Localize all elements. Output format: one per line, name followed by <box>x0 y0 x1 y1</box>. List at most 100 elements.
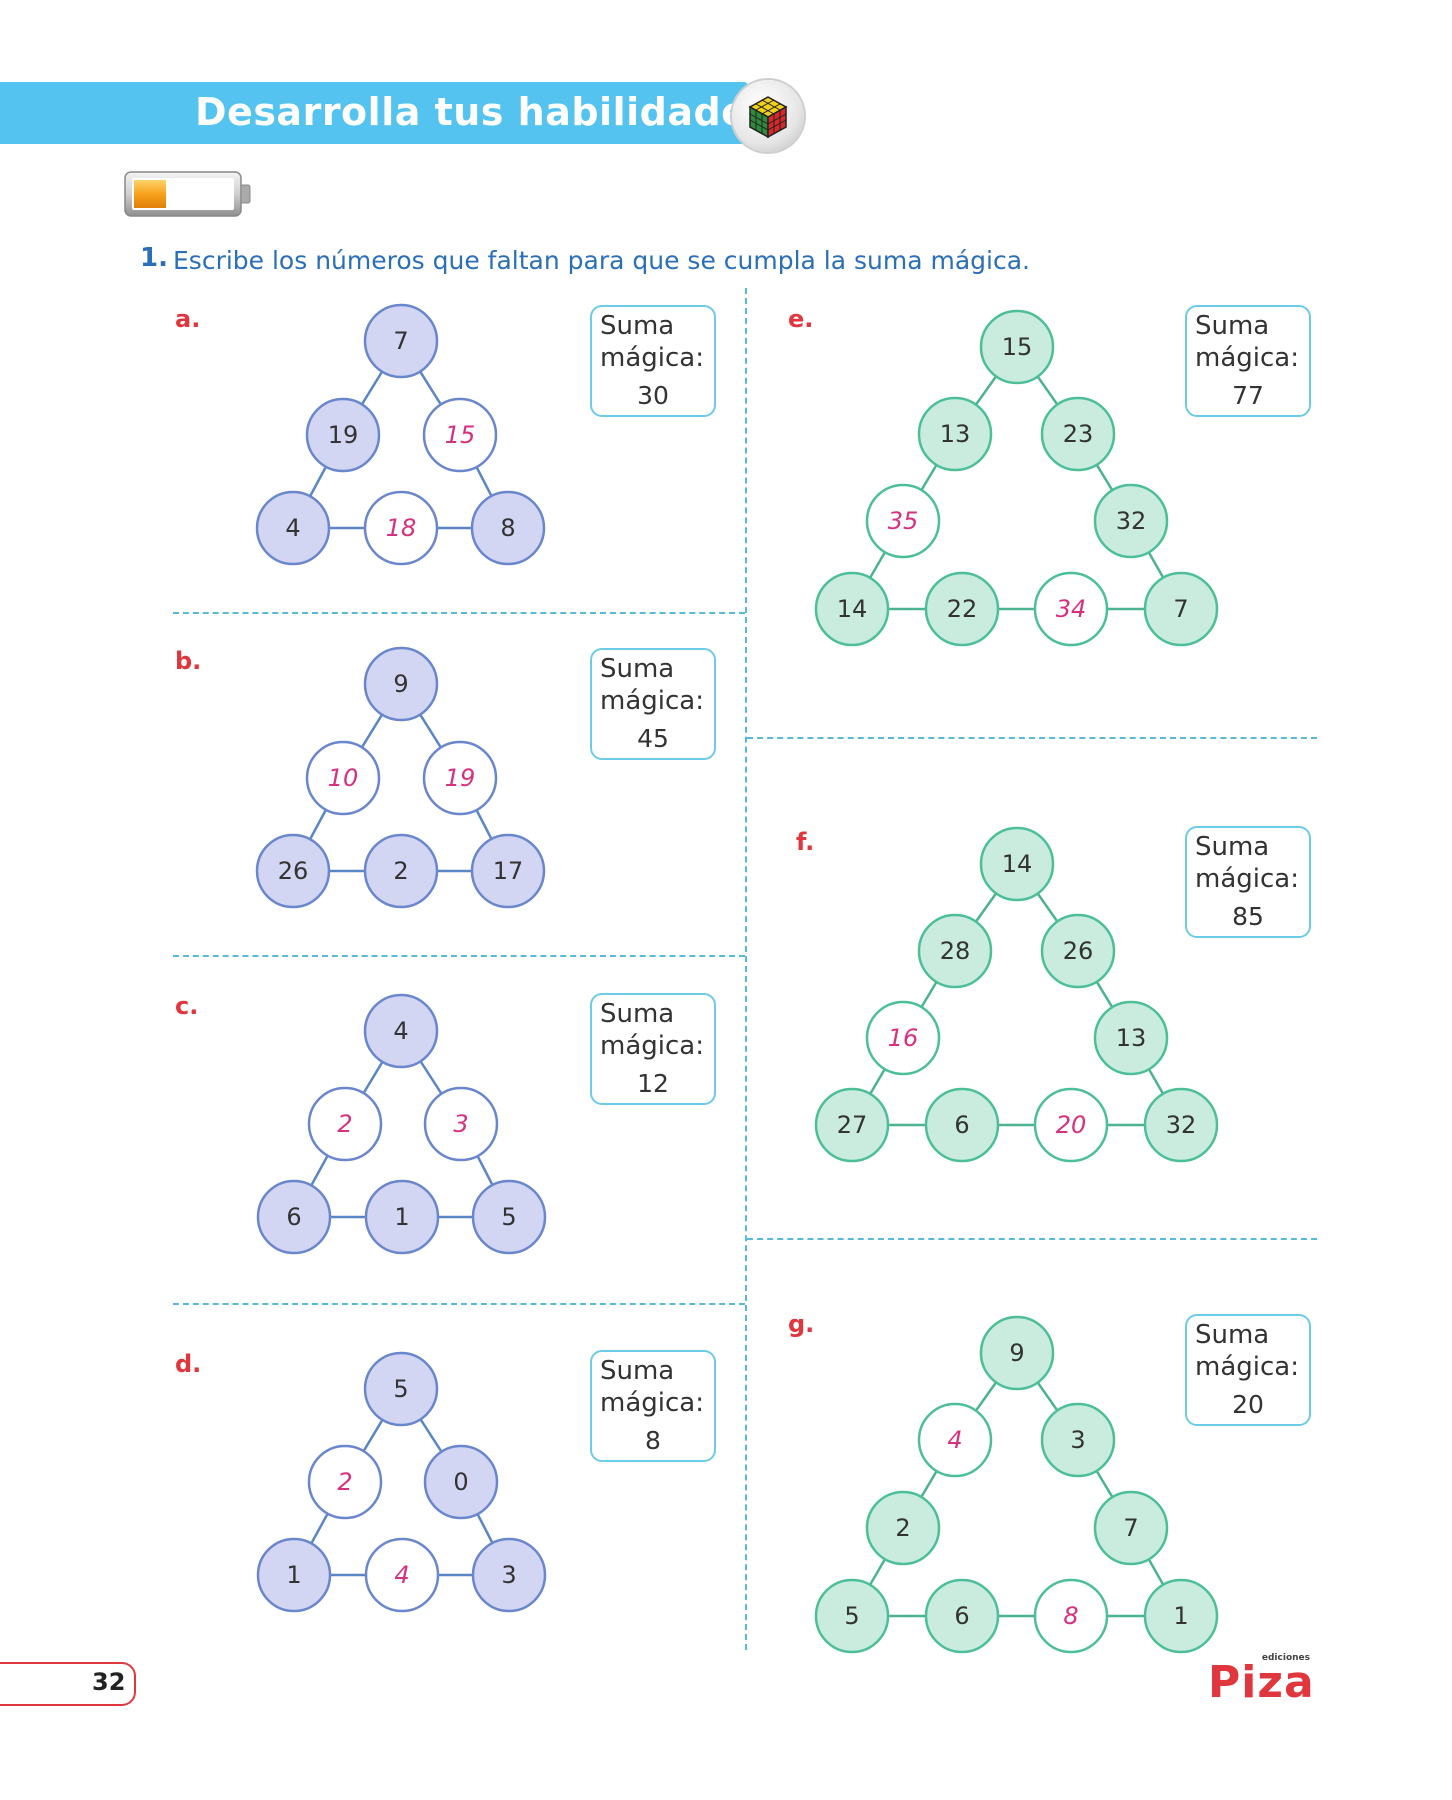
given-number: 2 <box>895 1514 910 1542</box>
given-number: 3 <box>1070 1426 1085 1454</box>
triangle-diagram-f: 14 28 26 16 13 27 6 20 32 <box>814 826 1219 1163</box>
magic-sum-label: Suma <box>1195 311 1270 341</box>
exercise-label-f: f. <box>796 828 815 856</box>
given-number: 4 <box>285 514 300 542</box>
given-number: 4 <box>393 1017 408 1045</box>
answer-circle[interactable] <box>305 740 381 816</box>
number-circle <box>255 833 331 909</box>
magic-sum-box-e: Suma mágica: 77 <box>1185 305 1311 417</box>
answer-circle[interactable] <box>364 1537 440 1613</box>
given-number: 1 <box>394 1203 409 1231</box>
magic-sum-label: mágica: <box>600 686 704 716</box>
given-number: 26 <box>278 857 309 885</box>
number-circle <box>471 1179 547 1255</box>
given-number: 17 <box>493 857 524 885</box>
answer-number: 16 <box>888 1024 919 1052</box>
magic-sum-label: Suma <box>600 1356 675 1386</box>
answer-circle[interactable] <box>363 490 439 566</box>
column-divider <box>745 288 747 1650</box>
magic-sum-value: 30 <box>637 381 669 410</box>
magic-sum-label: mágica: <box>600 1031 704 1061</box>
number-circle <box>865 1490 941 1566</box>
answer-circle[interactable] <box>865 483 941 559</box>
number-circle <box>470 833 546 909</box>
answer-number: 3 <box>453 1110 468 1138</box>
number-circle <box>1093 1000 1169 1076</box>
instruction-number: 1. <box>140 243 168 273</box>
magic-sum-box-c: Suma mágica: 12 <box>590 993 716 1105</box>
given-number: 22 <box>947 595 978 623</box>
row-divider <box>747 737 1317 739</box>
given-number: 3 <box>501 1561 516 1589</box>
number-circle <box>814 1087 890 1163</box>
header-banner <box>0 82 748 144</box>
answer-circle[interactable] <box>307 1444 383 1520</box>
number-circle <box>924 1578 1000 1654</box>
number-circle <box>979 826 1055 902</box>
given-number: 9 <box>393 670 408 698</box>
number-circle <box>256 1179 332 1255</box>
magic-sum-label: Suma <box>600 999 675 1029</box>
answer-number: 10 <box>328 764 359 792</box>
exercise-label-a: a. <box>175 305 201 333</box>
magic-sum-box-a: Suma mágica: 30 <box>590 305 716 417</box>
section-title: Desarrolla tus habilidades <box>195 90 771 134</box>
magic-sum-label: mágica: <box>600 1388 704 1418</box>
number-circle <box>1040 396 1116 472</box>
number-circle <box>979 1315 1055 1391</box>
given-number: 14 <box>1002 850 1033 878</box>
given-number: 9 <box>1009 1339 1024 1367</box>
answer-circle[interactable] <box>423 1086 499 1162</box>
answer-circle[interactable] <box>422 397 498 473</box>
triangle-diagram-g: 9 4 3 2 7 5 6 8 1 <box>814 1315 1219 1654</box>
triangle-diagram-b: 9 10 19 26 2 17 <box>255 646 546 909</box>
magic-sum-value: 12 <box>637 1069 669 1098</box>
given-number: 13 <box>940 420 971 448</box>
magic-sum-label: Suma <box>1195 1320 1270 1350</box>
magic-sum-label: Suma <box>1195 832 1270 862</box>
given-number: 27 <box>837 1111 868 1139</box>
answer-circle[interactable] <box>1033 571 1109 647</box>
number-circle <box>470 490 546 566</box>
number-circle <box>917 396 993 472</box>
number-circle <box>363 646 439 722</box>
given-number: 7 <box>1173 595 1188 623</box>
answer-number: 35 <box>888 507 919 535</box>
magic-sum-box-b: Suma mágica: 45 <box>590 648 716 760</box>
given-number: 6 <box>954 1602 969 1630</box>
triangle-diagram-c: 4 2 3 6 1 5 <box>256 993 547 1255</box>
magic-sum-box-g: Suma mágica: 20 <box>1185 1314 1311 1426</box>
number-circle <box>364 1179 440 1255</box>
magic-sum-box-f: Suma mágica: 85 <box>1185 826 1311 938</box>
rubik-cube-icon <box>732 80 804 152</box>
row-divider <box>173 612 745 614</box>
given-number: 1 <box>286 1561 301 1589</box>
number-circle <box>363 1351 439 1427</box>
magic-sum-label: mágica: <box>1195 864 1299 894</box>
page-number: 32 <box>92 1668 126 1696</box>
number-circle <box>305 397 381 473</box>
given-number: 6 <box>286 1203 301 1231</box>
exercise-label-e: e. <box>788 305 814 333</box>
answer-circle[interactable] <box>422 740 498 816</box>
answer-circle[interactable] <box>865 1000 941 1076</box>
triangle-diagram-a: 7 19 15 4 18 8 <box>255 303 546 566</box>
answer-circle[interactable] <box>1033 1087 1109 1163</box>
answer-number: 2 <box>337 1468 352 1496</box>
answer-circle[interactable] <box>917 1402 993 1478</box>
given-number: 5 <box>844 1602 859 1630</box>
answer-circle[interactable] <box>307 1086 383 1162</box>
number-circle <box>256 1537 332 1613</box>
number-circle <box>1143 571 1219 647</box>
triangle-diagram-d: 5 2 0 1 4 3 <box>256 1351 547 1613</box>
number-circle <box>363 833 439 909</box>
number-circle <box>1040 1402 1116 1478</box>
publisher-logo: ediciones Piza <box>1208 1653 1314 1709</box>
answer-circle[interactable] <box>1033 1578 1109 1654</box>
magic-sum-value: 20 <box>1232 1390 1264 1419</box>
given-number: 13 <box>1116 1024 1147 1052</box>
answer-number: 19 <box>445 764 476 792</box>
number-circle <box>1093 1490 1169 1566</box>
given-number: 5 <box>393 1375 408 1403</box>
number-circle <box>917 913 993 989</box>
